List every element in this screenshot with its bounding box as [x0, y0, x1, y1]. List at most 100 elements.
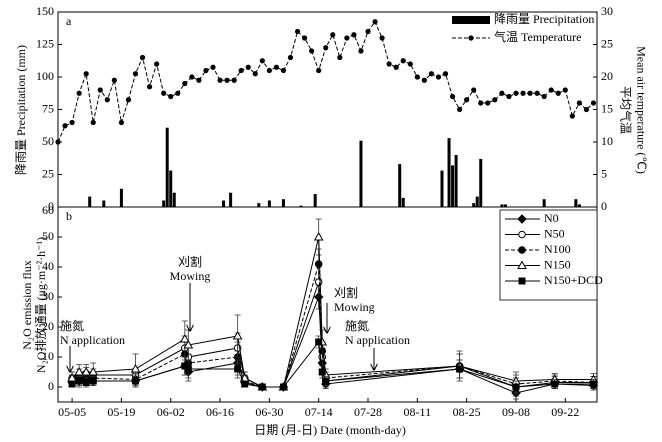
precip-bar	[119, 188, 123, 207]
marker	[82, 379, 90, 386]
temperature-point	[372, 19, 378, 25]
precip-bar	[440, 170, 444, 207]
temperature-point	[154, 61, 160, 67]
temperature-point	[421, 77, 427, 83]
y-tick-label: 0	[48, 199, 54, 213]
marker	[89, 377, 97, 385]
y-tick-label: 75	[42, 101, 54, 115]
temperature-point	[259, 58, 265, 64]
temperature-point	[534, 90, 540, 96]
temperature-point	[316, 67, 322, 74]
marker	[75, 377, 83, 385]
temperature-point	[393, 64, 399, 70]
temperature-point	[414, 74, 420, 80]
marker	[456, 365, 464, 373]
y-tick-label: 30	[42, 289, 54, 303]
temperature-point	[442, 71, 449, 77]
temperature-point	[428, 71, 435, 77]
panel-label: a	[66, 14, 72, 28]
precip-bar	[451, 165, 455, 207]
y2-tick-label: 15	[601, 101, 613, 115]
temperature-point	[224, 77, 230, 83]
legend-label: N50	[544, 226, 565, 240]
panel-label: b	[66, 209, 72, 223]
precip-bar	[500, 204, 504, 207]
y-tick-label: 0	[48, 379, 54, 393]
marker	[183, 339, 194, 349]
marker	[551, 380, 559, 388]
legend-swatch	[517, 214, 527, 224]
y2-tick-label: 10	[601, 134, 613, 148]
temperature-point	[492, 97, 498, 103]
precip-bar	[447, 138, 451, 207]
annotation: Mowing	[170, 269, 211, 283]
x-tick-label: 06-30	[255, 405, 283, 419]
temperature-point	[294, 28, 301, 35]
annotation: N application	[345, 333, 410, 347]
temperature-point	[97, 87, 103, 93]
marker	[234, 365, 242, 373]
precip-bar	[401, 197, 405, 207]
temperature-point	[118, 119, 125, 126]
annotation: 施氮	[345, 318, 369, 333]
precip-bar	[359, 140, 363, 207]
marker	[313, 231, 324, 241]
marker	[132, 377, 140, 385]
legend-swatch	[518, 277, 526, 285]
temperature-point	[125, 97, 132, 103]
temperature-point	[407, 61, 413, 67]
legend-swatch	[518, 230, 526, 239]
temperature-point	[400, 58, 406, 64]
temperature-point	[457, 106, 463, 113]
marker	[512, 383, 520, 391]
temperature-point	[76, 90, 82, 96]
y2-tick-label: 0	[601, 199, 607, 213]
temperature-point	[287, 54, 294, 61]
temperature-point	[175, 90, 181, 96]
y2-tick-label: 25	[601, 36, 613, 50]
precip-bar	[267, 200, 271, 207]
precip-bar	[313, 194, 317, 207]
temperature-point	[168, 93, 174, 100]
legend-label: N150+DCD	[544, 273, 603, 287]
y-tick-label: 50	[42, 229, 54, 243]
temperature-point	[379, 35, 385, 41]
temperature-point	[548, 87, 554, 93]
precip-bar	[165, 127, 169, 207]
marker	[258, 383, 266, 391]
precip-bar	[542, 199, 546, 207]
precip-bar	[454, 155, 458, 207]
legend-swatch	[518, 246, 526, 254]
panel-b-frame	[57, 206, 598, 403]
legend-label: 降雨量 Precipitation	[494, 12, 594, 26]
legend-label: 气温 Temperature	[494, 29, 581, 44]
temperature-point	[527, 90, 533, 96]
temperature-point	[111, 77, 117, 83]
temperature-point	[590, 100, 597, 106]
annotation: 施氮	[60, 318, 84, 333]
marker	[314, 278, 323, 286]
temperature-point	[471, 87, 477, 93]
marker	[184, 365, 192, 373]
legend-box	[499, 209, 598, 301]
temperature-point	[449, 93, 456, 100]
x-tick-label: 06-02	[157, 405, 185, 419]
marker	[314, 260, 323, 268]
temperature-point	[83, 71, 89, 77]
y-tick-label: 125	[36, 36, 54, 50]
temperature-point	[189, 74, 195, 80]
temperature-point	[139, 54, 146, 61]
x-axis-label: 日期 (月-日) Date (month-day)	[254, 423, 406, 437]
annotation: 刈割	[334, 285, 358, 300]
marker	[68, 380, 76, 388]
y-tick-label: 50	[42, 134, 54, 148]
temperature-point	[161, 90, 167, 96]
x-tick-label: 09-22	[551, 405, 579, 419]
x-tick-label: 09-08	[502, 405, 530, 419]
temperature-point	[273, 64, 280, 70]
precip-bar	[503, 204, 507, 207]
precip-bar	[577, 204, 581, 207]
temperature-point	[583, 106, 590, 113]
temperature-point	[365, 28, 371, 35]
y2-tick-label: 5	[601, 166, 607, 180]
